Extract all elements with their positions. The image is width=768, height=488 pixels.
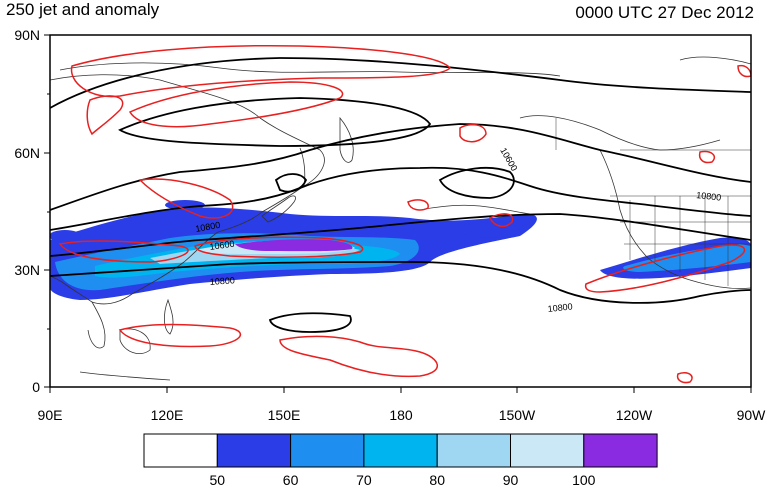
jet-fill-blob-3 — [165, 200, 205, 210]
coast-kamchatka — [339, 116, 354, 163]
colorbar-label: 90 — [503, 472, 519, 488]
coast-asia — [50, 74, 325, 305]
anomaly-contour-15 — [676, 371, 693, 384]
colorbar-label: 70 — [356, 472, 372, 488]
coast-na-west — [599, 149, 691, 281]
coast-arctic — [59, 62, 561, 77]
colorbar: 50 60 70 80 90 100 — [143, 433, 658, 488]
coast-alaska — [519, 115, 721, 151]
coast-gulf — [689, 279, 751, 289]
contour-label-5: 10800 — [696, 190, 722, 203]
height-contour-6 — [50, 261, 751, 304]
map-title: 250 jet and anomaly — [6, 0, 160, 19]
anomaly-contour-14 — [737, 64, 751, 78]
height-contour-7 — [438, 166, 515, 199]
lat-axis — [44, 34, 50, 388]
coast-indonesia — [79, 371, 171, 381]
colorbar-box — [143, 433, 218, 468]
anomaly-contour-5 — [58, 240, 189, 263]
jet-fill-100 — [235, 239, 353, 252]
anomaly-contour-1 — [70, 44, 452, 98]
coast-indochina — [87, 301, 106, 349]
anomaly-contour-11 — [489, 213, 514, 228]
anomaly-contour-8 — [118, 323, 242, 348]
anomaly-contour-4 — [138, 178, 234, 219]
lon-label-120e: 120E — [151, 407, 184, 423]
height-contour-4 — [50, 166, 751, 231]
lat-label-60n: 60N — [14, 145, 40, 161]
lon-label-150e: 150E — [268, 407, 301, 423]
colorbar-label: 100 — [572, 472, 596, 488]
lat-label-30n: 30N — [14, 262, 40, 278]
height-contour-2 — [118, 97, 432, 147]
lon-label-180: 180 — [389, 407, 413, 423]
jet-fill-blob-2 — [50, 230, 81, 242]
lon-label-90w: 90W — [737, 407, 767, 423]
anomaly-contours — [58, 44, 751, 384]
anomaly-contour-10 — [459, 123, 487, 143]
coast-greenland — [679, 56, 751, 65]
colorbar-box — [436, 433, 512, 468]
height-contours — [50, 57, 751, 333]
lat-label-0: 0 — [32, 379, 40, 395]
anomaly-contour-3 — [86, 95, 124, 136]
lat-label-90n: 90N — [14, 27, 40, 43]
coast-borneo — [119, 328, 151, 354]
coast-aleutians — [419, 204, 531, 215]
anomaly-contour-6 — [194, 236, 364, 258]
map-time: 0000 UTC 27 Dec 2012 — [575, 3, 754, 22]
contour-label-3: 10800 — [209, 275, 235, 287]
contour-label-4: 10800 — [547, 301, 573, 314]
anomaly-contour-9 — [279, 335, 438, 378]
lon-label-90e: 90E — [38, 407, 63, 423]
height-contour-8 — [274, 173, 308, 193]
anomaly-contour-2 — [128, 81, 344, 128]
colorbar-box — [216, 433, 292, 468]
colorbar-box — [290, 433, 365, 468]
height-contour-9 — [268, 312, 352, 333]
coast-japan — [261, 195, 296, 223]
lon-label-120w: 120W — [616, 407, 653, 423]
anomaly-contour-12 — [407, 199, 429, 211]
height-contour-1 — [50, 57, 751, 109]
colorbar-box — [363, 433, 438, 468]
contour-label-2: 10800 — [195, 220, 221, 234]
colorbar-box — [583, 433, 658, 468]
contour-label-6: 10600 — [209, 239, 235, 252]
height-contour-3 — [50, 123, 751, 211]
lon-axis — [49, 387, 752, 393]
jet-fill-blob-1 — [460, 222, 520, 238]
lon-label-150w: 150W — [499, 407, 536, 423]
colorbar-label: 50 — [210, 472, 226, 488]
colorbar-label: 80 — [429, 472, 445, 488]
anomaly-contour-7 — [584, 244, 746, 293]
colorbar-label: 60 — [283, 472, 299, 488]
anomaly-contour-13 — [698, 150, 716, 164]
coast-philippines — [164, 298, 174, 335]
colorbar-box — [510, 433, 585, 468]
